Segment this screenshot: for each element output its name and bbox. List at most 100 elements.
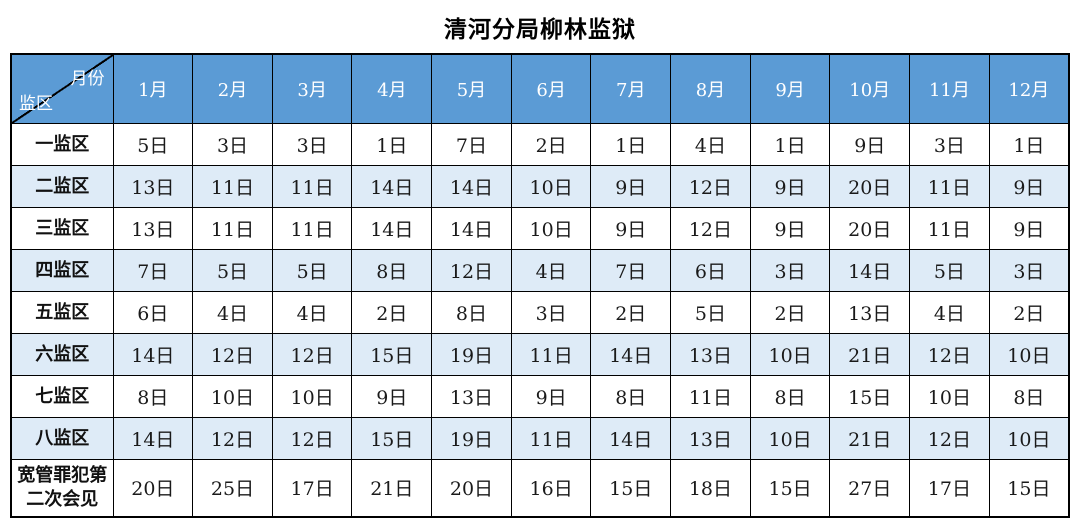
day-cell: 27日 — [829, 459, 911, 517]
day-cell: 1日 — [749, 123, 831, 166]
day-cell: 12日 — [271, 417, 353, 460]
day-cell: 8日 — [988, 375, 1070, 418]
day-cell: 20日 — [431, 459, 512, 517]
day-cell: 11日 — [909, 207, 990, 250]
day-cell: 11日 — [670, 375, 751, 418]
day-cell: 3日 — [510, 291, 592, 334]
table-row: 八监区 14日 12日 12日 15日 19日 11日 14日 13日 10日 21日 12日 10日 — [10, 417, 1070, 460]
table-row: 七监区 8日 10日 10日 9日 13日 9日 8日 11日 8日 15日 10日 8日 — [10, 375, 1070, 418]
month-header: 11月 — [909, 53, 990, 124]
day-cell: 11日 — [510, 417, 592, 460]
day-cell: 20日 — [112, 459, 194, 517]
day-cell: 8日 — [112, 375, 194, 418]
day-cell: 2日 — [351, 291, 433, 334]
day-cell: 11日 — [192, 165, 273, 208]
day-cell: 4日 — [192, 291, 273, 334]
day-cell: 14日 — [590, 333, 672, 376]
row-label: 宽管罪犯第二次会见 — [10, 459, 114, 517]
month-header: 10月 — [829, 53, 911, 124]
month-header: 5月 — [431, 53, 512, 124]
month-header: 2月 — [192, 53, 273, 124]
day-cell: 6日 — [112, 291, 194, 334]
table-row: 五监区 6日 4日 4日 2日 8日 3日 2日 5日 2日 13日 4日 2日 — [10, 291, 1070, 334]
day-cell: 3日 — [988, 249, 1070, 292]
day-cell: 14日 — [351, 165, 433, 208]
day-cell: 10日 — [271, 375, 353, 418]
day-cell: 11日 — [271, 165, 353, 208]
month-header: 3月 — [271, 53, 353, 124]
day-cell: 18日 — [670, 459, 751, 517]
day-cell: 12日 — [192, 417, 273, 460]
day-cell: 14日 — [351, 207, 433, 250]
day-cell: 15日 — [988, 459, 1070, 517]
day-cell: 12日 — [271, 333, 353, 376]
day-cell: 4日 — [271, 291, 353, 334]
month-header: 4月 — [351, 53, 433, 124]
day-cell: 21日 — [829, 333, 911, 376]
day-cell: 15日 — [351, 417, 433, 460]
day-cell: 9日 — [749, 207, 831, 250]
day-cell: 7日 — [112, 249, 194, 292]
header-row: 月份 监区 1月 2月 3月 4月 5月 6月 7月 8月 9月 10月 11月 12月 — [10, 53, 1070, 124]
month-header: 12月 — [988, 53, 1070, 124]
day-cell: 21日 — [351, 459, 433, 517]
month-header: 9月 — [749, 53, 831, 124]
row-label: 一监区 — [10, 123, 114, 166]
day-cell: 12日 — [431, 249, 512, 292]
day-cell: 5日 — [192, 249, 273, 292]
day-cell: 8日 — [590, 375, 672, 418]
day-cell: 3日 — [749, 249, 831, 292]
day-cell: 4日 — [909, 291, 990, 334]
day-cell: 9日 — [988, 165, 1070, 208]
day-cell: 10日 — [749, 333, 831, 376]
page-title: 清河分局柳林监狱 — [444, 16, 636, 42]
day-cell: 14日 — [431, 207, 512, 250]
day-cell: 13日 — [431, 375, 512, 418]
row-label: 三监区 — [10, 207, 114, 250]
day-cell: 5日 — [909, 249, 990, 292]
corner-label-month: 月份 — [70, 69, 105, 89]
day-cell: 14日 — [590, 417, 672, 460]
day-cell: 3日 — [192, 123, 273, 166]
day-cell: 10日 — [510, 165, 592, 208]
day-cell: 7日 — [590, 249, 672, 292]
day-cell: 21日 — [829, 417, 911, 460]
day-cell: 1日 — [590, 123, 672, 166]
row-label: 八监区 — [10, 417, 114, 460]
table-row: 三监区 13日 11日 11日 14日 14日 10日 9日 12日 9日 20日 11日 9日 — [10, 207, 1070, 250]
day-cell: 8日 — [351, 249, 433, 292]
row-label: 五监区 — [10, 291, 114, 334]
day-cell: 20日 — [829, 165, 911, 208]
day-cell: 10日 — [749, 417, 831, 460]
day-cell: 8日 — [431, 291, 512, 334]
day-cell: 10日 — [988, 417, 1070, 460]
row-label: 四监区 — [10, 249, 114, 292]
day-cell: 9日 — [510, 375, 592, 418]
day-cell: 11日 — [909, 165, 990, 208]
day-cell: 19日 — [431, 417, 512, 460]
row-label: 六监区 — [10, 333, 114, 376]
day-cell: 2日 — [510, 123, 592, 166]
table-row: 二监区 13日 11日 11日 14日 14日 10日 9日 12日 9日 20日 11日 9日 — [10, 165, 1070, 208]
table-row: 一监区 5日 3日 3日 1日 7日 2日 1日 4日 1日 9日 3日 1日 — [10, 123, 1070, 166]
month-header: 8月 — [670, 53, 751, 124]
day-cell: 10日 — [192, 375, 273, 418]
day-cell: 3日 — [909, 123, 990, 166]
day-cell: 5日 — [112, 123, 194, 166]
day-cell: 1日 — [351, 123, 433, 166]
day-cell: 15日 — [590, 459, 672, 517]
day-cell: 9日 — [829, 123, 911, 166]
schedule-table: 月份 监区 1月 2月 3月 4月 5月 6月 7月 8月 9月 10月 11月 12月 一监区 5日 3… — [10, 53, 1070, 518]
day-cell: 14日 — [829, 249, 911, 292]
day-cell: 10日 — [988, 333, 1070, 376]
day-cell: 14日 — [431, 165, 512, 208]
day-cell: 15日 — [749, 459, 831, 517]
month-header: 1月 — [112, 53, 194, 124]
day-cell: 2日 — [749, 291, 831, 334]
row-label: 二监区 — [10, 165, 114, 208]
day-cell: 11日 — [510, 333, 592, 376]
day-cell: 5日 — [670, 291, 751, 334]
row-label: 七监区 — [10, 375, 114, 418]
day-cell: 2日 — [988, 291, 1070, 334]
